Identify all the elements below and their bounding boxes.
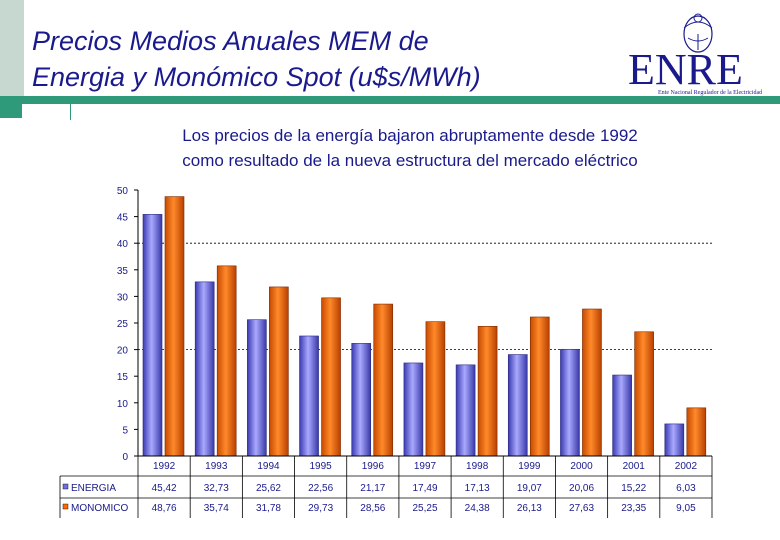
bar-monomico — [269, 286, 289, 457]
legend-swatch-energia — [62, 483, 69, 490]
x-tick-label: 2000 — [570, 461, 593, 472]
data-label-monomico: 23,35 — [621, 503, 646, 514]
bar-energia — [194, 281, 215, 457]
bar-energia — [612, 374, 632, 457]
data-label-monomico: 27,63 — [569, 503, 594, 514]
x-tick-label: 2001 — [623, 461, 646, 472]
bar-energia — [455, 364, 476, 457]
header: Precios Medios Anuales MEM de Energia y … — [0, 0, 780, 96]
data-label-energia: 32,73 — [204, 483, 229, 494]
y-tick-label: 40 — [117, 239, 129, 250]
legend-label-monomico: MONOMICO — [71, 503, 128, 514]
page-title-line-2: Energia y Monómico Spot (u$s/MWh) — [32, 62, 481, 92]
chart-subtitle-line-2: como resultado de la nueva estructura de… — [182, 151, 638, 170]
bar-monomico — [216, 265, 237, 457]
data-label-monomico: 29,73 — [308, 503, 333, 514]
data-label-monomico: 48,76 — [152, 503, 177, 514]
y-tick-label: 10 — [117, 399, 129, 410]
data-label-monomico: 25,25 — [412, 503, 437, 514]
logo-text: ENRE — [628, 45, 743, 94]
enre-logo: ENRE Ente Nacional Regulador de la Elect… — [628, 13, 762, 96]
x-tick-label: 1994 — [257, 461, 280, 472]
data-label-energia: 19,07 — [517, 483, 542, 494]
data-label-monomico: 31,78 — [256, 503, 281, 514]
x-tick-label: 1992 — [153, 461, 176, 472]
y-tick-label: 35 — [117, 266, 129, 277]
chart-subtitle-line-1: Los precios de la energía bajaron abrupt… — [182, 126, 638, 145]
bar-energia — [299, 335, 319, 457]
data-label-energia: 20,06 — [569, 483, 594, 494]
data-label-monomico: 28,56 — [360, 503, 385, 514]
bar-monomico — [686, 407, 707, 457]
logo-tagline: Ente Nacional Regulador de la Electricid… — [658, 90, 762, 96]
data-label-energia: 21,17 — [360, 483, 385, 494]
y-tick-label: 15 — [117, 372, 129, 383]
data-label-energia: 17,49 — [412, 483, 437, 494]
bar-monomico — [321, 297, 341, 457]
x-tick-label: 1998 — [466, 461, 489, 472]
x-tick-label: 2002 — [675, 461, 698, 472]
bar-monomico — [634, 331, 654, 457]
y-tick-label: 25 — [117, 319, 129, 330]
bar-energia — [403, 362, 424, 457]
bar-monomico — [477, 325, 498, 457]
legend-label-energia: ENERGIA — [71, 483, 116, 494]
y-tick-label: 20 — [117, 346, 129, 357]
bar-monomico — [164, 196, 185, 457]
bar-monomico — [582, 308, 602, 457]
bar-monomico — [373, 303, 394, 457]
header-accent-tick — [70, 104, 71, 120]
data-label-monomico: 35,74 — [204, 503, 229, 514]
data-label-monomico: 26,13 — [517, 503, 542, 514]
header-accent-square — [0, 96, 22, 118]
bar-energia — [560, 348, 580, 457]
bar-energia — [664, 423, 685, 457]
legend-swatch-monomico — [62, 503, 69, 510]
data-label-energia: 25,62 — [256, 483, 281, 494]
bar-energia — [142, 214, 163, 457]
coat-of-arms-icon — [683, 13, 713, 53]
bar-monomico — [529, 316, 550, 457]
header-divider — [0, 96, 780, 104]
bar-energia — [247, 319, 267, 457]
x-tick-label: 1997 — [414, 461, 437, 472]
y-tick-label: 45 — [117, 213, 129, 224]
data-label-monomico: 9,05 — [676, 503, 696, 514]
y-tick-label: 0 — [122, 452, 128, 463]
bar-monomico — [425, 321, 446, 457]
data-label-energia: 45,42 — [152, 483, 177, 494]
bar-energia — [507, 354, 528, 457]
bar-energia — [351, 343, 372, 457]
data-label-energia: 22,56 — [308, 483, 333, 494]
y-tick-label: 50 — [117, 186, 129, 197]
x-tick-label: 1993 — [205, 461, 228, 472]
data-label-energia: 17,13 — [465, 483, 490, 494]
header-accent — [0, 0, 24, 96]
x-tick-label: 1999 — [518, 461, 541, 472]
data-label-energia: 15,22 — [621, 483, 646, 494]
y-tick-label: 30 — [117, 292, 129, 303]
data-label-monomico: 24,38 — [465, 503, 490, 514]
x-tick-label: 1996 — [362, 461, 385, 472]
data-label-energia: 6,03 — [676, 483, 696, 494]
x-tick-label: 1995 — [310, 461, 333, 472]
y-tick-label: 5 — [122, 425, 128, 436]
page-title-line-1: Precios Medios Anuales MEM de — [32, 26, 429, 56]
